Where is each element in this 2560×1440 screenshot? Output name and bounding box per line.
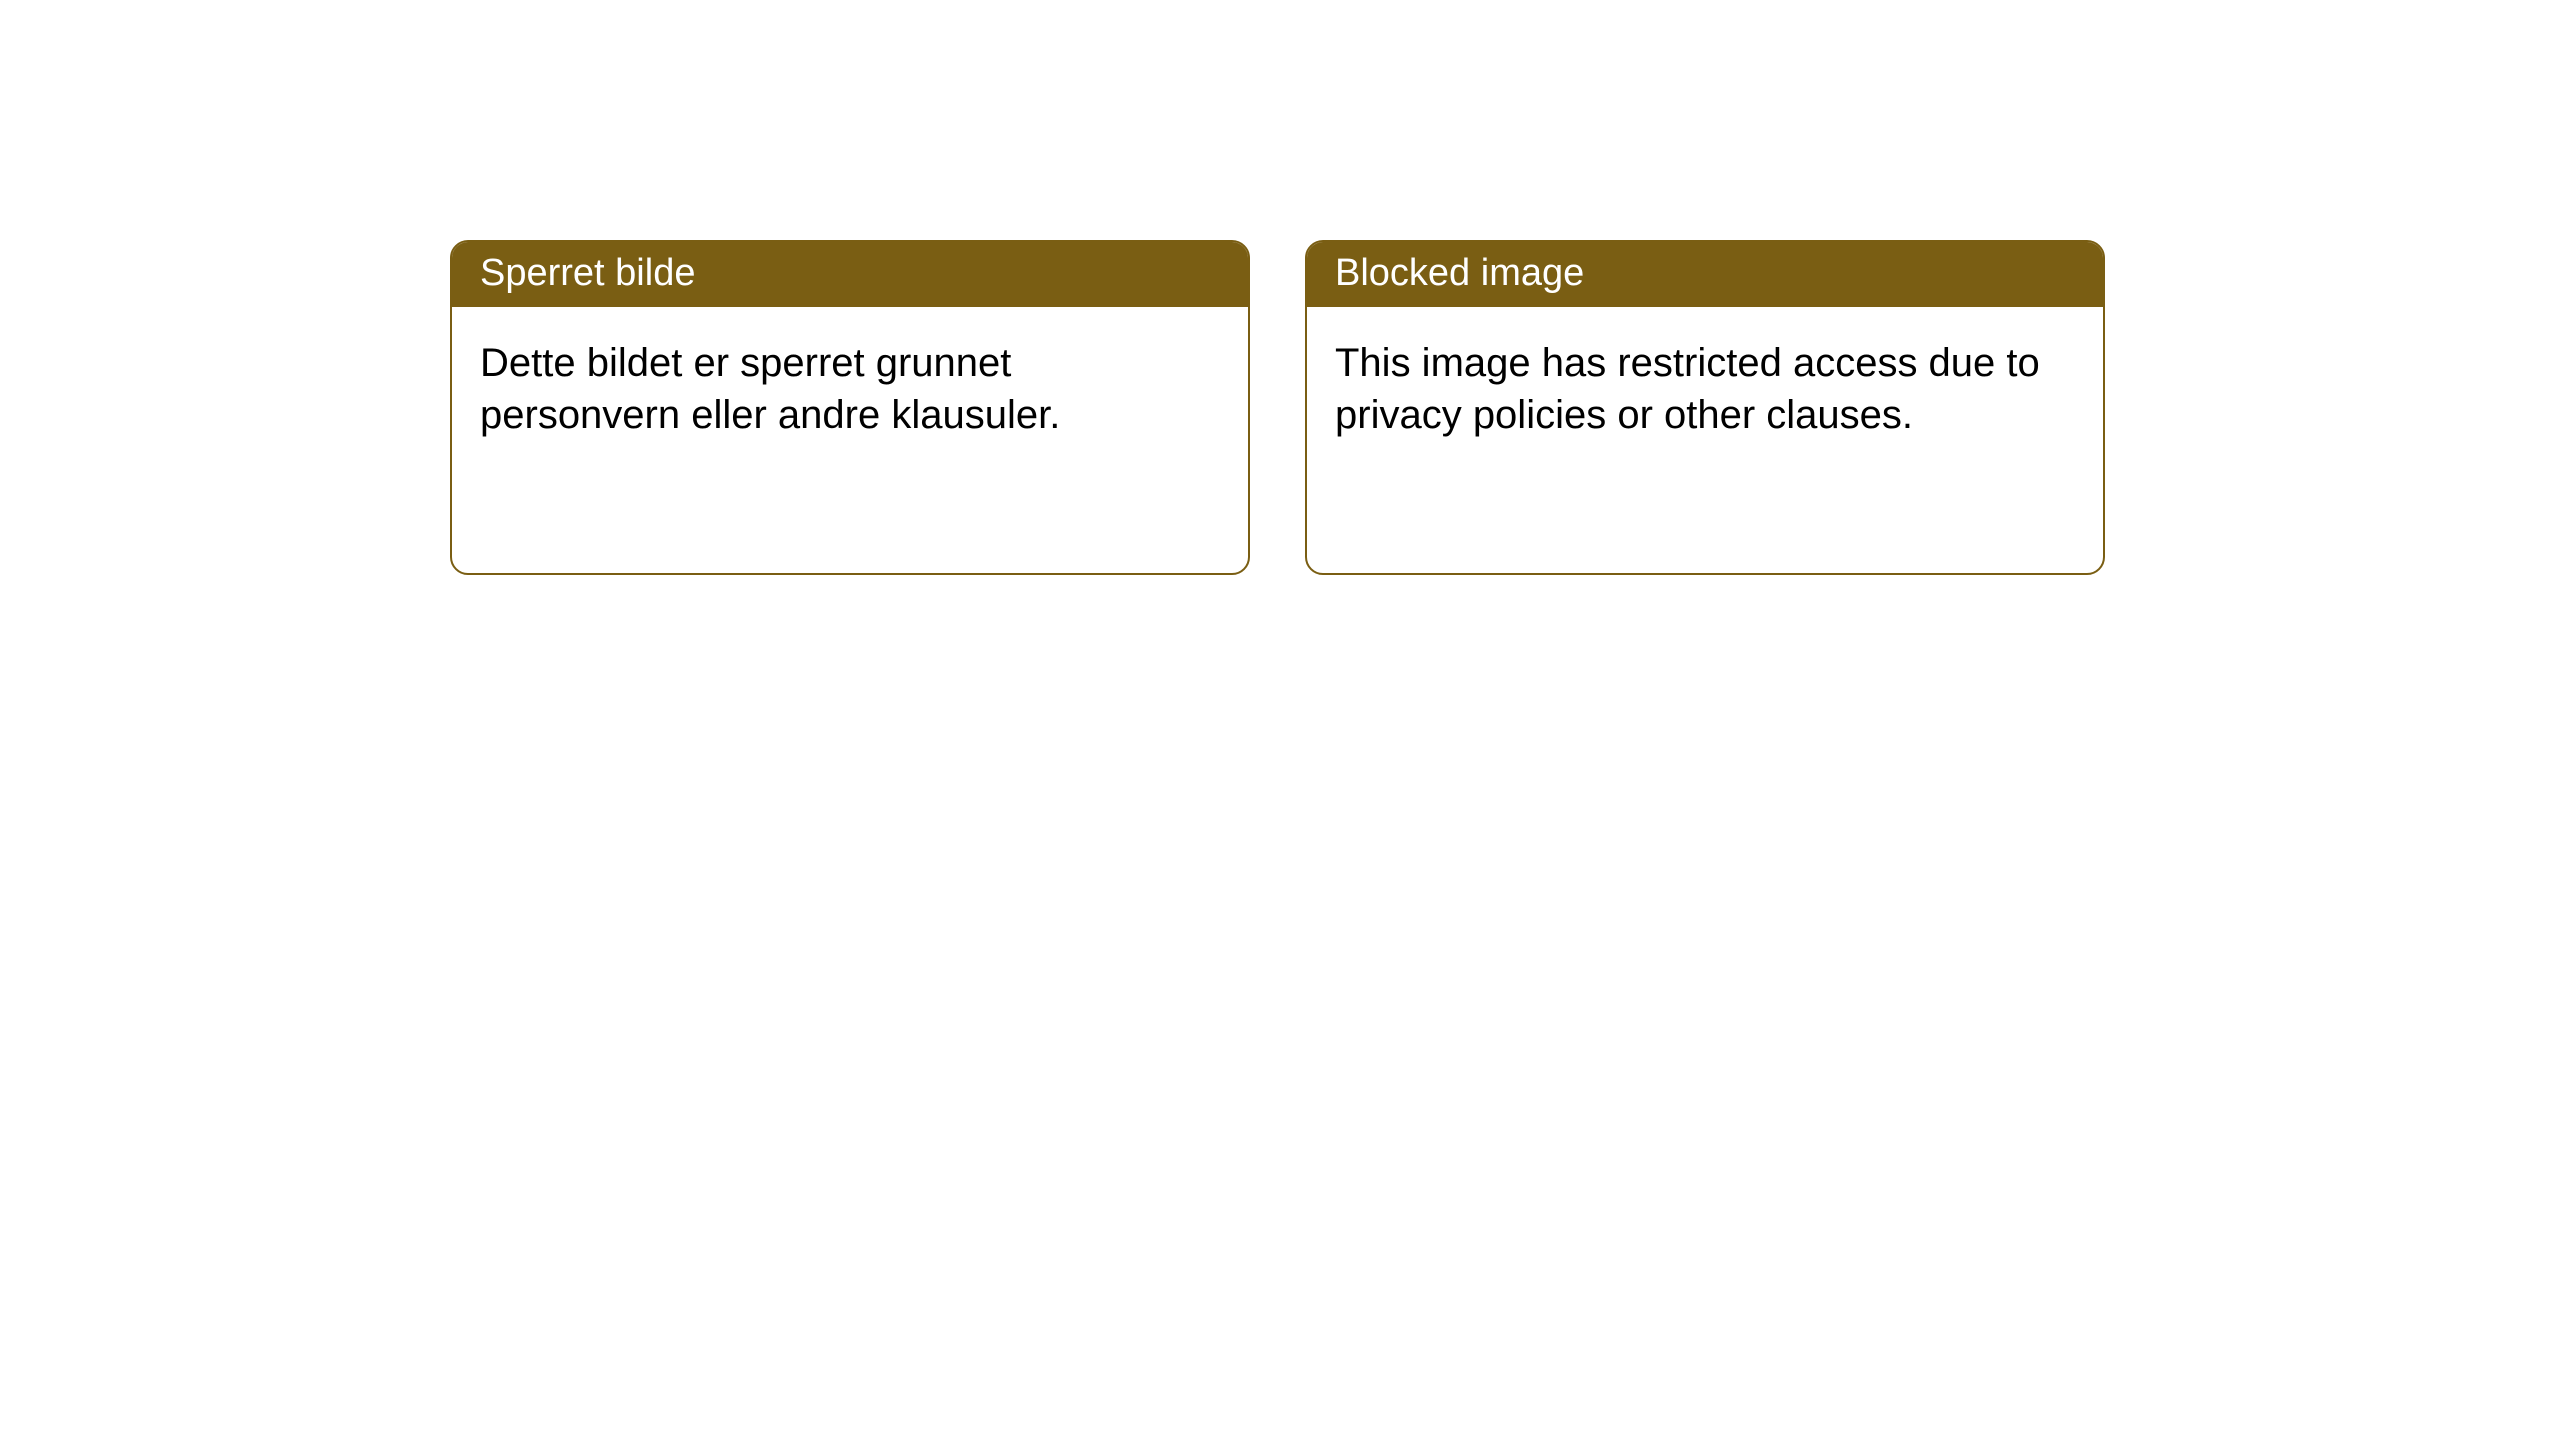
card-header: Blocked image [1307, 242, 2103, 307]
card-title: Blocked image [1335, 252, 1584, 294]
card-body: This image has restricted access due to … [1307, 307, 2103, 471]
card-body-text: Dette bildet er sperret grunnet personve… [480, 341, 1060, 437]
card-header: Sperret bilde [452, 242, 1248, 307]
notice-card-english: Blocked image This image has restricted … [1305, 240, 2105, 575]
notice-card-norwegian: Sperret bilde Dette bildet er sperret gr… [450, 240, 1250, 575]
card-body: Dette bildet er sperret grunnet personve… [452, 307, 1248, 471]
notice-cards-container: Sperret bilde Dette bildet er sperret gr… [450, 240, 2105, 575]
card-body-text: This image has restricted access due to … [1335, 341, 2040, 437]
card-title: Sperret bilde [480, 252, 695, 294]
